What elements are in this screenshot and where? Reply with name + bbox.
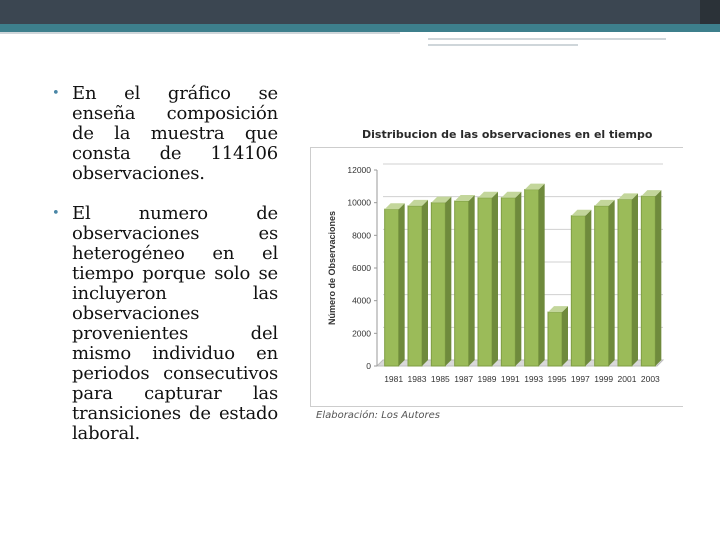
bar	[477, 191, 498, 367]
bar	[547, 306, 568, 367]
header-corner	[700, 0, 720, 24]
bar	[617, 193, 638, 367]
y-tick-label: 2000	[352, 328, 371, 338]
bullet-text: El numero de observaciones es heterogéne…	[72, 203, 278, 444]
bar-chart: 0 2000 4000 6000 8000 10000 12000 Número de Obs…	[327, 163, 665, 384]
header-rule-left	[0, 32, 400, 34]
y-tick-label: 12000	[347, 165, 371, 175]
x-tick-label: 1997	[571, 374, 590, 384]
bar	[454, 195, 475, 367]
header-bar	[0, 0, 720, 24]
bullet-text: En el gráfico se enseña composición de l…	[72, 83, 278, 184]
x-tick-label: 1991	[501, 374, 520, 384]
header-rule-right	[428, 38, 666, 40]
x-tick-label: 1999	[594, 374, 613, 384]
x-tick-label: 1993	[524, 374, 543, 384]
bar	[524, 183, 545, 367]
x-tick-label: 2003	[641, 374, 660, 384]
chart-title: Distribucion de las observaciones en el …	[362, 128, 653, 141]
y-tick-label: 4000	[352, 296, 371, 306]
chart-credit: Elaboración: Los Autores	[316, 410, 440, 421]
y-tick-label: 0	[366, 361, 371, 371]
header-accent-bar	[0, 24, 720, 32]
x-tick-label: 1983	[408, 374, 427, 384]
y-axis-label: Número de Observaciones	[327, 211, 337, 325]
x-tick-label: 1985	[431, 374, 450, 384]
bar	[430, 196, 452, 367]
y-tick-label: 10000	[347, 198, 371, 208]
bullet-list: • En el gráfico se enseña composición de…	[52, 84, 278, 464]
bar	[384, 203, 405, 367]
chart-frame: 0 2000 4000 6000 8000 10000 12000 Número de Obs…	[310, 147, 683, 407]
bar	[570, 209, 592, 367]
x-tick-label: 1987	[454, 374, 473, 384]
x-tick-label: 2001	[618, 374, 637, 384]
x-tick-label: 1995	[548, 374, 567, 384]
y-tick-label: 8000	[352, 230, 371, 240]
y-tick-label: 6000	[352, 263, 371, 273]
bullet-icon: •	[52, 206, 60, 221]
bullet-item: • El numero de observaciones es heterogé…	[52, 204, 278, 444]
bar	[500, 191, 522, 367]
bullet-item: • En el gráfico se enseña composición de…	[52, 84, 278, 184]
x-tick-label: 1989	[478, 374, 497, 384]
bar	[407, 199, 428, 367]
header-rule-short	[428, 44, 578, 46]
bar	[594, 199, 615, 367]
x-tick-label: 1981	[384, 374, 403, 384]
bar	[640, 190, 662, 367]
bullet-icon: •	[52, 86, 60, 101]
